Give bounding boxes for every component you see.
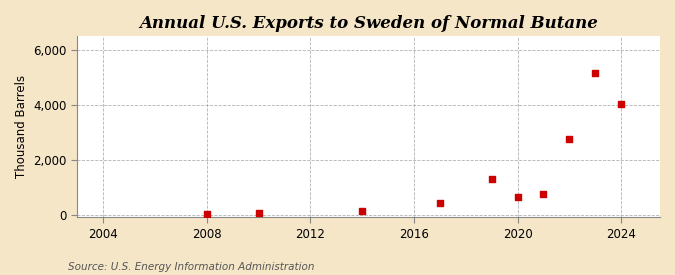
Point: [201, 212, 212, 216]
Point: [357, 209, 368, 213]
Point: [564, 137, 575, 141]
Point: [538, 192, 549, 196]
Text: Source: U.S. Energy Information Administration: Source: U.S. Energy Information Administ…: [68, 262, 314, 272]
Title: Annual U.S. Exports to Sweden of Normal Butane: Annual U.S. Exports to Sweden of Normal …: [139, 15, 598, 32]
Y-axis label: Thousand Barrels: Thousand Barrels: [15, 75, 28, 178]
Point: [253, 211, 264, 215]
Point: [435, 201, 446, 205]
Point: [616, 101, 626, 106]
Point: [590, 71, 601, 76]
Point: [512, 195, 523, 200]
Point: [486, 177, 497, 181]
